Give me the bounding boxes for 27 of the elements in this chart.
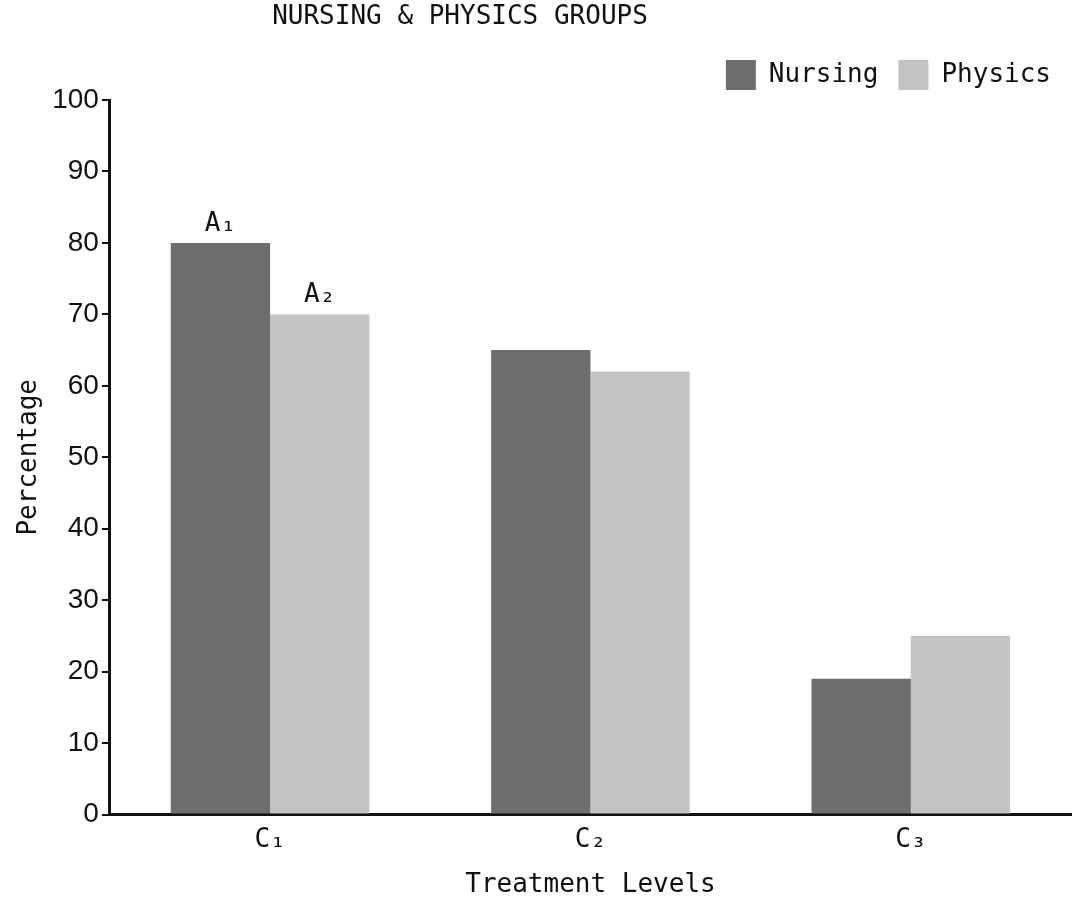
bar [270,314,370,814]
x-tick-label: C₂ [574,822,607,853]
y-tick-label: 40 [67,511,99,543]
bar [811,678,911,814]
x-tick-label: C₁ [254,822,286,853]
bar [170,242,271,814]
text: NURSING & PHYSICS GROUPS [272,0,648,30]
x-axis-title: Treatment Levels [465,868,716,899]
y-tick-label: 0 [83,797,99,829]
bar [491,350,591,814]
y-tick-label: 30 [67,582,99,614]
y-tick-label: 90 [67,154,99,186]
x-tick-label: C₃ [895,822,927,853]
y-tick-label: 100 [52,82,99,114]
legend-label: Nursing [768,57,879,88]
y-tick-label: 20 [67,654,99,686]
annotation: A₂ [304,278,336,309]
y-tick-label: 60 [67,368,99,400]
bar [910,635,1011,814]
bar [590,371,690,814]
y-tick-label: 70 [67,297,99,329]
y-tick-label: 50 [67,440,99,472]
y-tick-label: 10 [67,725,99,757]
legend-label: Physics [941,57,1051,88]
annotation: A₁ [204,206,237,237]
y-axis-title: Percentage [12,379,43,536]
y-tick-label: 80 [67,225,99,257]
